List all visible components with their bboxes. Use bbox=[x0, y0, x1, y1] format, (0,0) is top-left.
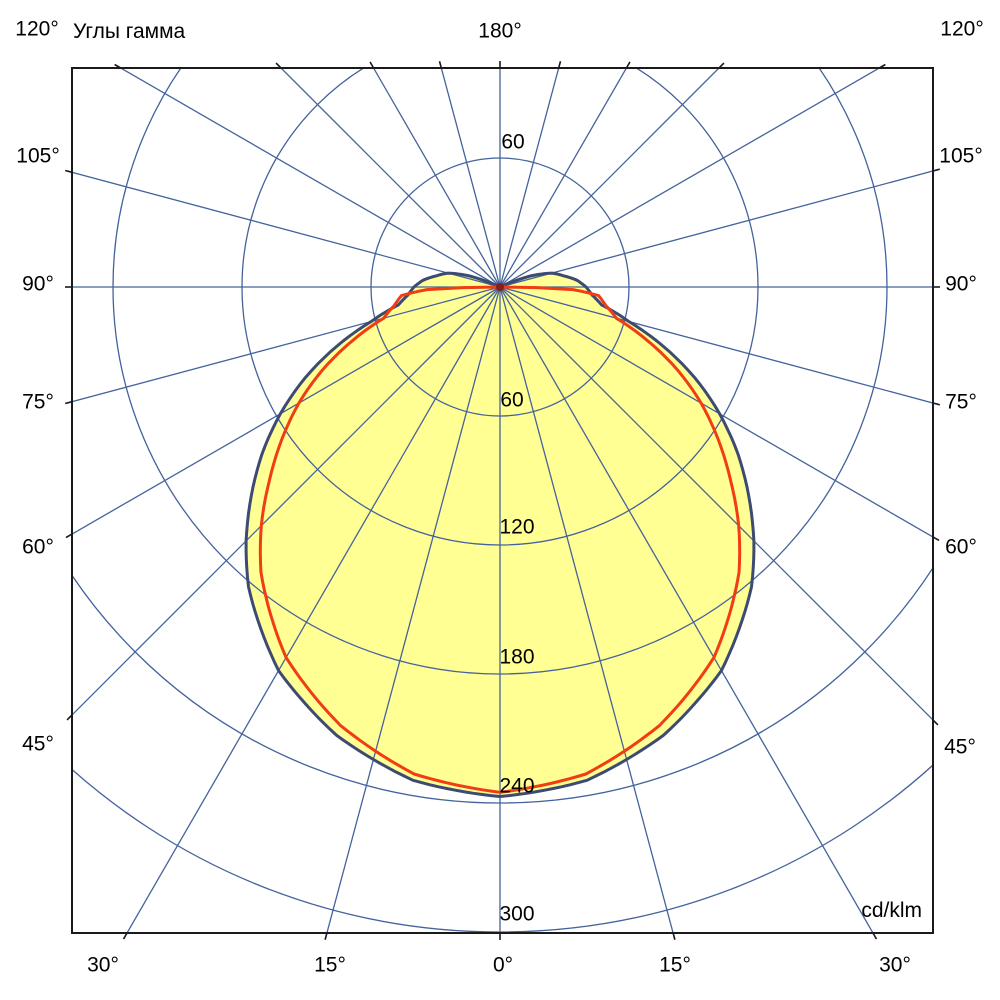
border-tick--150 bbox=[369, 61, 375, 69]
border-tick--165 bbox=[438, 61, 443, 69]
radial-tick-label-4: 240 bbox=[499, 775, 534, 798]
border-tick-15 bbox=[672, 932, 676, 940]
gamma-tick-label-5: 75° bbox=[22, 391, 54, 414]
pole-dot bbox=[496, 283, 504, 291]
gamma-tick-label-17: 30° bbox=[879, 954, 911, 977]
border-tick--120 bbox=[114, 63, 122, 69]
gamma-tick-label-1: 180° bbox=[478, 20, 521, 43]
radial-tick-label-5: 300 bbox=[499, 903, 534, 926]
gamma-tick-label-2: 120° bbox=[940, 18, 983, 41]
gamma-tick-label-16: 15° bbox=[659, 954, 691, 977]
gamma-ray-30 bbox=[499, 286, 874, 933]
border-tick--15 bbox=[324, 932, 328, 940]
border-tick--45 bbox=[66, 714, 73, 721]
border-tick-165 bbox=[557, 61, 562, 69]
gamma-ray--60 bbox=[72, 286, 501, 535]
border-tick--105 bbox=[65, 169, 73, 174]
gamma-ray--150 bbox=[372, 68, 501, 288]
border-tick-75 bbox=[932, 402, 940, 406]
border-tick-45 bbox=[932, 719, 939, 726]
gamma-ray-60 bbox=[499, 286, 933, 538]
gamma-tick-label-6: 60° bbox=[22, 536, 54, 559]
radial-tick-label-2: 120 bbox=[499, 516, 534, 539]
gamma-ray-105 bbox=[499, 170, 933, 288]
c90-c270-curve bbox=[258, 285, 742, 794]
border-tick-135 bbox=[718, 62, 725, 69]
radial-tick-label-3: 180 bbox=[499, 646, 534, 669]
gamma-tick-label-13: 30° bbox=[87, 954, 119, 977]
gamma-ray-15 bbox=[499, 286, 674, 933]
border-tick--135 bbox=[275, 62, 282, 69]
gamma-ray--75 bbox=[72, 286, 501, 403]
gamma-tick-label-0: 120° bbox=[15, 18, 58, 41]
border-tick-150 bbox=[625, 61, 631, 69]
gamma-ray-45 bbox=[499, 286, 933, 721]
border-tick-105 bbox=[932, 168, 940, 172]
gamma-tick-label-14: 15° bbox=[314, 954, 346, 977]
gamma-tick-label-3: 105° bbox=[16, 145, 59, 168]
border-tick-30 bbox=[872, 932, 878, 940]
gamma-ray--30 bbox=[126, 286, 501, 933]
border-tick-60 bbox=[932, 536, 940, 542]
gamma-ray-120 bbox=[499, 68, 881, 288]
gamma-tick-label-9: 90° bbox=[945, 273, 977, 296]
radial-tick-label-1: 60 bbox=[500, 389, 523, 412]
border-tick--75 bbox=[65, 400, 73, 405]
gamma-ray--105 bbox=[72, 171, 501, 288]
gamma-ray--45 bbox=[72, 286, 501, 716]
gamma-ray-75 bbox=[499, 286, 933, 404]
c0-c180-curve bbox=[244, 271, 756, 798]
gamma-ray-150 bbox=[499, 68, 628, 288]
radial-tick-label-0: 60 bbox=[501, 131, 524, 154]
border-tick-120 bbox=[878, 63, 886, 69]
gamma-tick-label-4: 90° bbox=[22, 273, 54, 296]
gamma-tick-label-7: 45° bbox=[22, 733, 54, 756]
gamma-tick-label-8: 105° bbox=[939, 145, 982, 168]
unit-label: cd/klm bbox=[861, 899, 922, 922]
gamma-tick-label-11: 60° bbox=[945, 536, 977, 559]
plot-border bbox=[71, 67, 934, 934]
gamma-tick-label-10: 75° bbox=[945, 391, 977, 414]
gamma-ray--120 bbox=[119, 68, 501, 288]
gamma-ray--15 bbox=[326, 286, 501, 933]
gamma-tick-label-15: 0° bbox=[493, 954, 513, 977]
gamma-ray--135 bbox=[280, 68, 501, 288]
gamma-ray-165 bbox=[499, 68, 560, 288]
chart-title: Углы гамма bbox=[73, 20, 186, 43]
gamma-tick-label-12: 45° bbox=[944, 736, 976, 759]
gamma-ray-135 bbox=[499, 68, 720, 288]
border-tick--30 bbox=[122, 932, 128, 940]
border-tick--60 bbox=[65, 533, 73, 539]
gamma-ray--165 bbox=[440, 68, 501, 288]
